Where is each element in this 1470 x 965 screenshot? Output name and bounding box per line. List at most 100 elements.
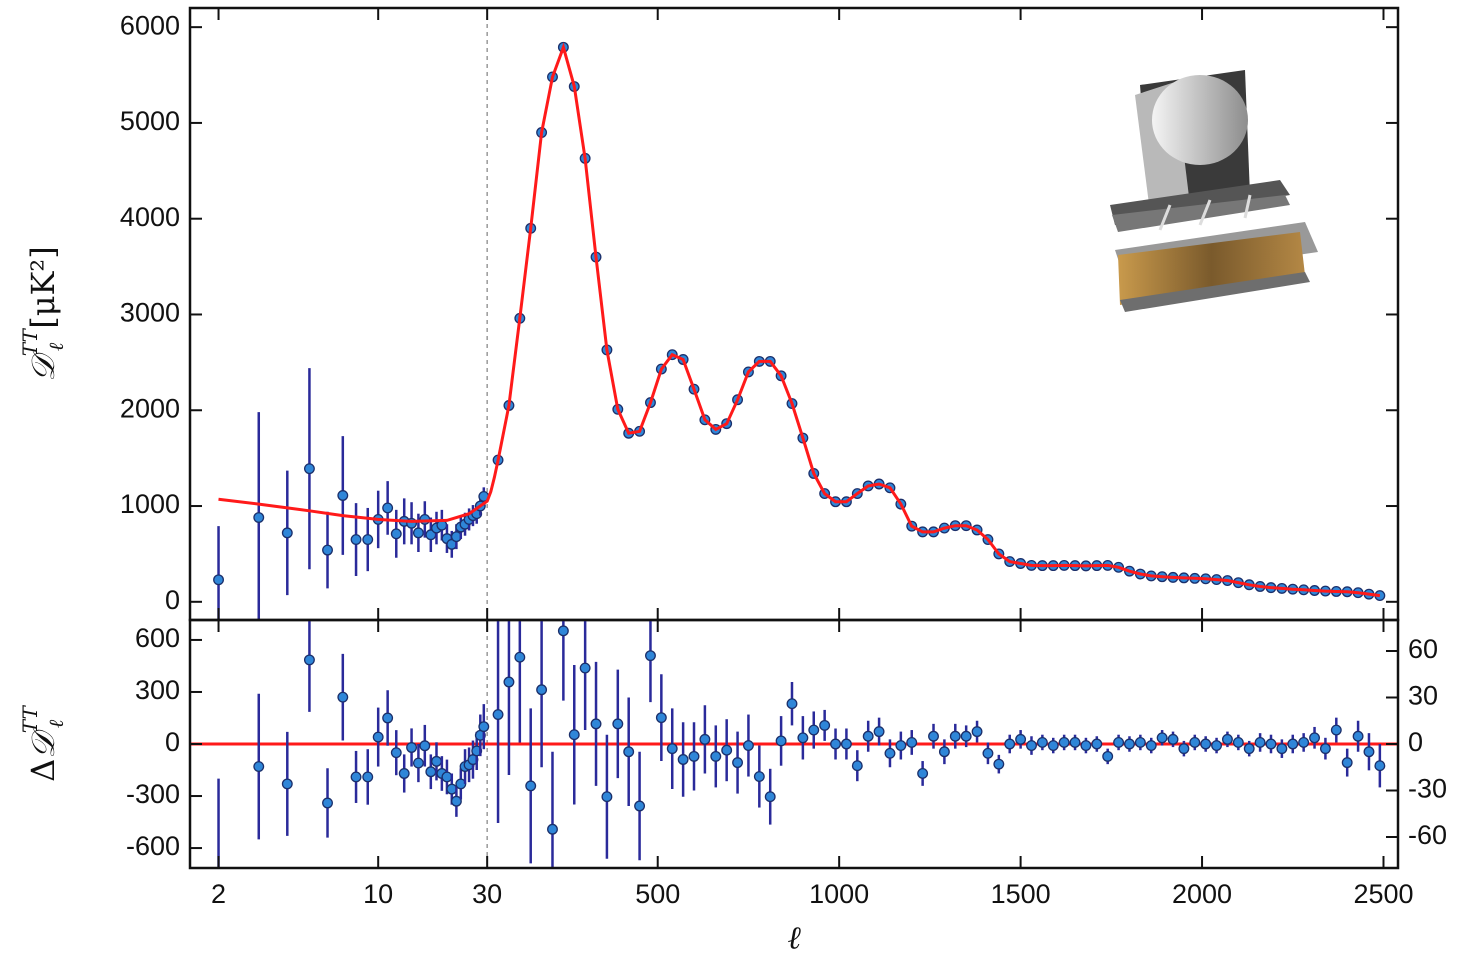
data-point [514,651,526,663]
data-point [1047,740,1059,752]
satellite-illustration [1110,70,1318,312]
data-point [623,746,635,758]
data-point [337,490,349,501]
data-point [1004,738,1016,750]
data-point [742,740,754,752]
data-point [425,766,437,778]
x-tick-label: 2 [211,879,226,909]
data-point [1265,738,1277,750]
data-point [382,712,394,724]
data-point [406,742,418,753]
data-point [1309,732,1320,744]
y-label-sub: ℓ [44,719,68,728]
x-tick-label: 1000 [809,879,869,909]
data-point [819,719,831,731]
y-tick-label: 3000 [120,298,180,328]
data-point [281,778,293,790]
data-point [1015,733,1027,745]
data-point [590,718,602,730]
data-point [1124,738,1135,750]
y-label-unit: [μK²] [24,246,62,329]
data-point [906,737,918,748]
data-point [830,738,841,750]
data-point [557,625,569,637]
data-point [928,730,939,742]
data-point [1036,737,1048,748]
data-point [450,795,462,807]
data-point [362,534,374,545]
model-curve [218,42,1381,598]
data-point [862,730,874,742]
x-tick-label: 1500 [991,879,1051,909]
data-point [699,733,711,745]
y-axis-label: 𝒟TT ℓ[μK²] [18,246,68,381]
data-point [253,512,265,523]
y-tick-label: -300 [126,779,180,809]
x-tick-label: 2000 [1172,879,1232,909]
data-point [446,783,458,795]
data-point [412,527,424,539]
data-point [1058,737,1070,748]
y-tick-label: 6000 [120,10,180,40]
data-point [1156,732,1168,744]
data-point [362,771,374,783]
y-axis-label: Δ𝒟TT ℓ [18,704,68,781]
data-point [1319,743,1331,755]
y-tick-label: 0 [165,585,180,615]
data-point [1211,740,1223,752]
data-point [1276,743,1288,755]
y-label-sup: TT [18,327,42,356]
data-point [568,729,580,741]
y-label-prefix: Δ [24,759,62,782]
data-point [884,747,896,759]
data-point [601,791,613,803]
y-tick-label: 0 [165,727,180,757]
plot-area [190,620,1398,868]
data-point [1221,733,1233,745]
y-tick-label: 300 [135,675,180,705]
data-point [253,761,265,772]
data-point [786,698,798,710]
data-point [851,760,863,772]
data-point [337,691,349,703]
data-point [612,718,624,730]
y-label-sup: TT [18,704,42,733]
data-point [525,780,537,792]
y-label-sub: ℓ [44,342,68,351]
plot-area [213,8,1386,620]
data-point [840,738,852,750]
data-point [478,721,490,733]
data-point [938,746,950,758]
data-point [1232,737,1244,748]
data-point [322,797,333,809]
data-point [1167,733,1179,745]
y2-tick-label: -30 [1408,774,1447,804]
data-point [688,750,700,762]
data-point [645,650,656,662]
data-point [1080,740,1092,752]
data-point [213,574,224,586]
data-point [281,527,293,539]
data-point [721,744,733,756]
x-tick-label: 10 [363,879,393,909]
data-point [441,771,453,783]
data-point [764,791,776,803]
x-tick-label: 2500 [1353,879,1413,909]
data-point [677,754,689,765]
y-tick-label: 1000 [120,489,180,519]
data-point [732,757,744,769]
data-point [993,758,1005,770]
data-point [775,735,787,747]
data-point [797,732,809,744]
y-tick-label: 5000 [120,106,180,136]
data-point [1374,760,1386,772]
x-tick-label: 500 [635,879,680,909]
data-point [655,712,667,724]
data-point [1254,737,1266,748]
data-point [1341,757,1353,769]
data-point [492,709,504,721]
data-point [1134,737,1146,748]
data-point [960,730,972,742]
data-point [808,724,820,736]
